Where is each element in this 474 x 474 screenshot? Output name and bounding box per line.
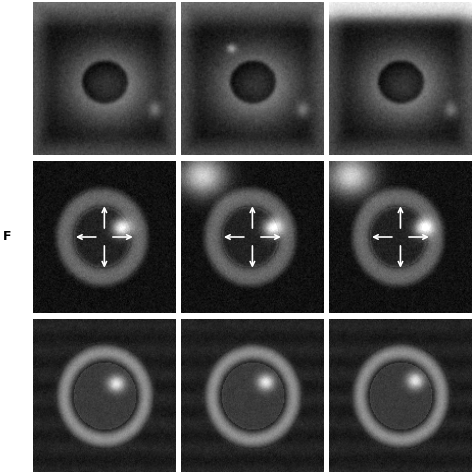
Text: F: F (3, 230, 11, 244)
